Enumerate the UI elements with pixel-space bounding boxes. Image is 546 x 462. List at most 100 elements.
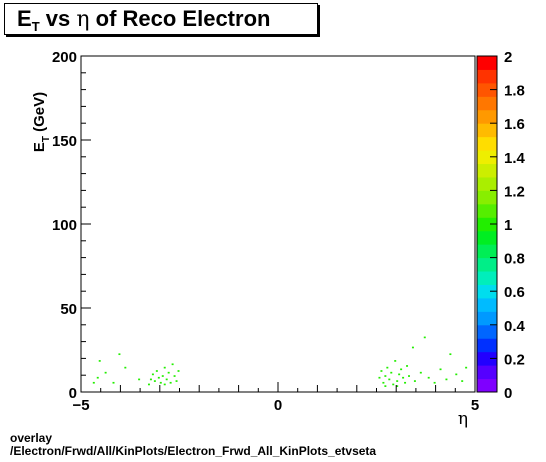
plot-frame xyxy=(80,55,476,393)
heatmap-cell xyxy=(163,366,166,369)
heatmap-cell xyxy=(157,376,160,379)
chart-title: ET vs η of Reco Electron xyxy=(4,3,318,35)
title-suffix: of Reco Electron xyxy=(89,6,271,31)
palette-swatch xyxy=(477,297,497,312)
heatmap-cells xyxy=(92,336,468,387)
palette-tick-label: 0.6 xyxy=(504,284,525,301)
palette-tick-label: 1 xyxy=(504,217,512,234)
palette-swatch xyxy=(477,324,497,339)
y-axis-label: ET (GeV) xyxy=(31,92,52,152)
heatmap-cell xyxy=(159,381,162,384)
heatmap-cell xyxy=(449,353,452,356)
heatmap-cell xyxy=(151,373,154,376)
heatmap-cell xyxy=(413,380,416,382)
x-tick-label: 0 xyxy=(274,397,282,414)
heatmap-cell xyxy=(394,360,397,362)
heatmap-cell xyxy=(167,371,170,374)
heatmap-cell xyxy=(165,378,168,381)
heatmap-cell xyxy=(402,376,405,379)
palette-tick-label: 1.4 xyxy=(504,150,526,167)
heatmap-cell xyxy=(400,368,403,371)
heatmap-cell xyxy=(171,363,174,366)
heatmap-cell xyxy=(398,373,401,376)
heatmap-cell xyxy=(118,353,121,356)
heatmap-cell xyxy=(149,378,152,381)
palette-tick-label: 0 xyxy=(504,385,512,402)
palette-tick-label: 0.2 xyxy=(504,351,525,368)
palette-swatch xyxy=(477,163,497,178)
title-subscript: T xyxy=(31,19,40,34)
footer-line-1: overlay xyxy=(10,431,53,445)
footer-line-2: /Electron/Frwd/All/KinPlots/Electron_Frw… xyxy=(10,444,377,458)
heatmap-cell xyxy=(461,380,464,382)
heatmap-cell xyxy=(445,378,448,381)
palette-swatch xyxy=(477,217,497,232)
heatmap-cell xyxy=(163,383,166,386)
palette-tick-label: 1.8 xyxy=(504,83,525,100)
heatmap-cell xyxy=(392,383,395,386)
palette-swatch xyxy=(477,150,497,165)
y-tick-label: 150 xyxy=(52,133,77,150)
heatmap-cell xyxy=(408,375,410,377)
palette-swatch xyxy=(477,136,497,151)
heatmap-cell xyxy=(427,376,430,379)
title-middle: vs xyxy=(39,6,77,31)
heatmap-cell xyxy=(177,370,180,372)
heatmap-cell xyxy=(406,365,409,367)
heatmap-cell xyxy=(390,371,393,374)
heatmap-cell xyxy=(175,380,178,382)
heatmap-cell xyxy=(155,370,158,372)
palette-tick-label: 1.2 xyxy=(504,183,525,200)
y-tick-label: 200 xyxy=(52,49,77,66)
palette-swatch xyxy=(477,96,497,111)
heatmap-cell xyxy=(112,381,115,384)
palette-swatch xyxy=(477,365,497,380)
y-tick-label: 50 xyxy=(60,301,77,318)
palette-swatch xyxy=(477,271,497,285)
heatmap-cell xyxy=(411,346,414,349)
palette-swatch xyxy=(477,230,497,245)
heatmap-cell xyxy=(439,368,442,371)
heatmap-cell xyxy=(404,381,407,384)
heatmap-cell xyxy=(169,381,172,384)
palette-swatch xyxy=(477,56,497,70)
heatmap-cell xyxy=(124,366,127,369)
x-tick-label: 5 xyxy=(471,397,479,414)
palette-swatch xyxy=(477,176,497,191)
heatmap-cell xyxy=(396,385,399,387)
color-palette: 0 0.2 0.4 0.6 0.8 1 1.2 1.4 1.6 1.8 2 xyxy=(476,49,526,402)
palette-tick-label: 0.8 xyxy=(504,251,525,268)
heatmap-cell xyxy=(465,366,468,369)
palette-swatch xyxy=(477,311,497,326)
heatmap-cell xyxy=(388,378,391,381)
palette-swatch xyxy=(477,284,497,299)
footer-caption: overlay /Electron/Frwd/All/KinPlots/Elec… xyxy=(10,432,376,458)
heatmap-cell xyxy=(423,336,426,339)
palette-swatch xyxy=(477,203,497,218)
heatmap-cell xyxy=(455,373,458,376)
heatmap-cell xyxy=(147,383,150,386)
palette-swatch xyxy=(477,109,497,124)
x-axis-label: η xyxy=(458,409,468,429)
title-prefix: E xyxy=(17,6,32,31)
heatmap-cell xyxy=(382,381,385,384)
palette-swatch xyxy=(477,244,497,259)
y-tick-label: 100 xyxy=(52,217,77,234)
heatmap-cell xyxy=(92,381,95,384)
heatmap-cell xyxy=(173,375,176,377)
heatmap-cell xyxy=(153,380,156,382)
heatmap-cell xyxy=(384,375,387,377)
palette-swatch xyxy=(477,190,497,205)
title-eta-symbol: η xyxy=(76,7,90,32)
palette-swatch xyxy=(477,69,497,84)
heatmap-cell xyxy=(386,366,389,369)
heatmap-cell xyxy=(104,371,107,374)
palette-tick-label: 1.6 xyxy=(504,116,525,133)
palette-tick-label: 0.4 xyxy=(504,318,526,335)
heatmap-cell xyxy=(98,360,101,362)
palette-swatch xyxy=(477,378,497,393)
heatmap-cell xyxy=(161,375,164,377)
heatmap-cell xyxy=(419,371,422,374)
